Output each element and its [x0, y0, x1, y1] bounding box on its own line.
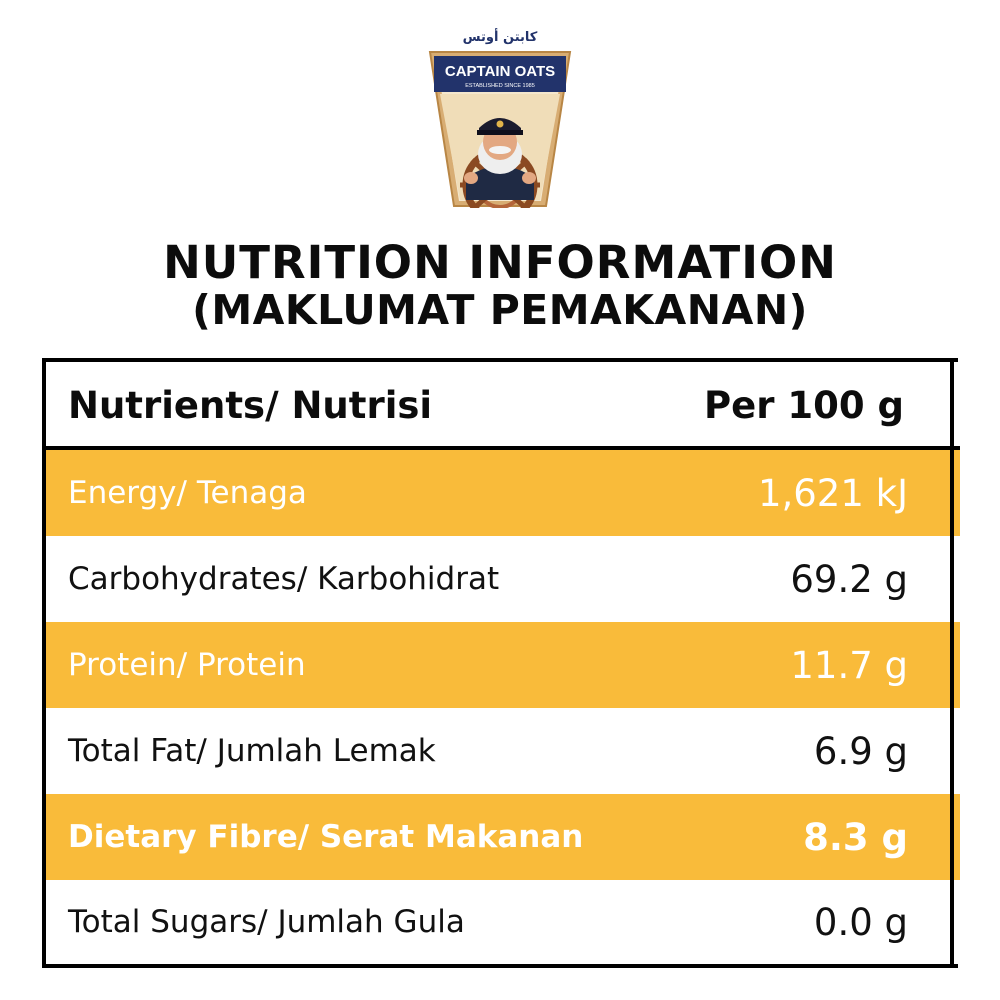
- page-subtitle: (MAKLUMAT PEMAKANAN): [192, 286, 808, 334]
- table-row-dietary-fibre: Dietary Fibre/ Serat Makanan 8.3 g: [46, 794, 960, 880]
- logo-arabic-text: كابتن أوتس: [462, 30, 538, 45]
- table-row-total-sugars: Total Sugars/ Jumlah Gula 0.0 g: [46, 880, 960, 964]
- nutrition-table: Nutrients/ Nutrisi Per 100 g Energy/ Ten…: [42, 358, 960, 968]
- header-per-label: Per 100 g: [704, 383, 904, 427]
- row-value: 1,621 kJ: [757, 471, 908, 515]
- logo-brand-name: CAPTAIN OATS: [445, 63, 555, 80]
- row-label: Total Sugars/ Jumlah Gula: [68, 904, 465, 940]
- table-border-right: [950, 358, 954, 968]
- table-row-total-fat: Total Fat/ Jumlah Lemak 6.9 g: [46, 708, 960, 794]
- table-row-protein: Protein/ Protein 11.7 g: [46, 622, 960, 708]
- row-label: Protein/ Protein: [68, 647, 306, 683]
- row-label: Energy/ Tenaga: [68, 475, 307, 511]
- captain-oats-logo: كابتن أوتس CAPTAIN OATS ESTABLISHED SINC…: [428, 30, 572, 208]
- row-label: Dietary Fibre/ Serat Makanan: [68, 819, 584, 855]
- row-value: 69.2 g: [790, 557, 908, 601]
- row-label: Carbohydrates/ Karbohidrat: [68, 561, 500, 597]
- row-label: Total Fat/ Jumlah Lemak: [68, 733, 436, 769]
- row-value: 8.3 g: [803, 815, 908, 859]
- table-border-top: [42, 358, 958, 362]
- table-border-bottom: [42, 964, 958, 968]
- row-value: 6.9 g: [813, 729, 908, 773]
- row-value: 0.0 g: [813, 900, 908, 944]
- logo-badge-icon: CAPTAIN OATS ESTABLISHED SINCE 1985: [428, 51, 572, 208]
- table-row-energy: Energy/ Tenaga 1,621 kJ: [46, 450, 960, 536]
- header-divider: [42, 446, 960, 450]
- table-border-left: [42, 358, 46, 968]
- table-header-row: Nutrients/ Nutrisi Per 100 g: [46, 362, 960, 448]
- page-title: NUTRITION INFORMATION: [163, 236, 837, 289]
- table-row-carbohydrates: Carbohydrates/ Karbohidrat 69.2 g: [46, 536, 960, 622]
- row-value: 11.7 g: [790, 643, 908, 687]
- logo-tagline: ESTABLISHED SINCE 1985: [465, 83, 535, 89]
- header-nutrient-label: Nutrients/ Nutrisi: [68, 383, 433, 427]
